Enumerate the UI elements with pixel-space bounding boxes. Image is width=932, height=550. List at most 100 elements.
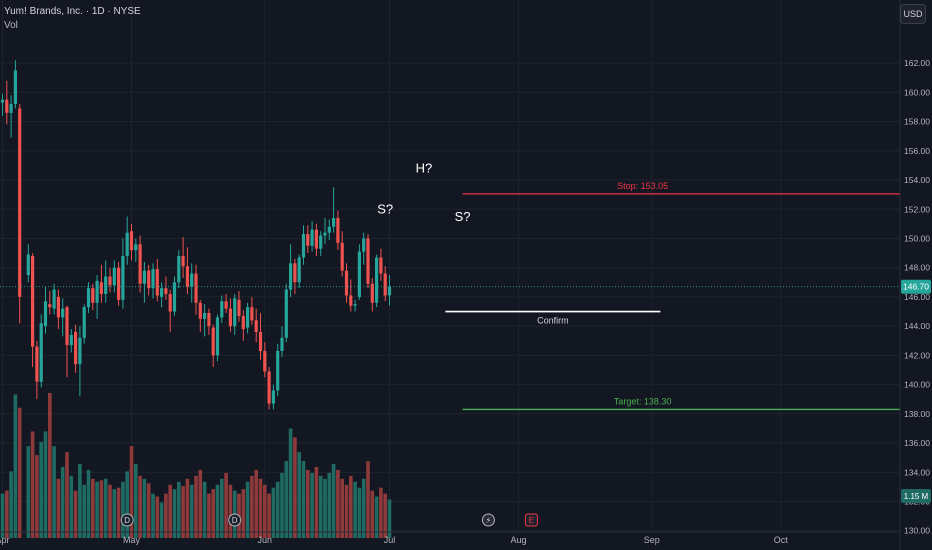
event-markers[interactable]: D D ⚡ E — [120, 513, 538, 527]
candle-body — [314, 229, 318, 249]
candle-body — [9, 104, 13, 113]
candle-body — [323, 232, 327, 236]
volume-bar — [99, 480, 104, 538]
volume-bar — [168, 484, 172, 538]
candle-body — [280, 337, 284, 351]
price-tick-label: 134.00 — [904, 467, 930, 477]
current-volume-badge — [901, 489, 931, 503]
lightning-event-glyph: ⚡ — [486, 516, 492, 525]
price-tick-label: 152.00 — [904, 204, 930, 214]
volume-bar — [267, 493, 271, 538]
candle-body — [336, 218, 340, 243]
volume-bar — [5, 490, 9, 538]
candle-body — [104, 276, 108, 294]
dividend-event-icon[interactable] — [120, 513, 134, 527]
dividend-event-icon[interactable] — [228, 513, 242, 527]
grid — [0, 0, 900, 532]
candle-body — [142, 270, 146, 284]
volume-bar — [383, 493, 387, 538]
volume-bar — [56, 478, 61, 538]
candle-body — [233, 298, 237, 327]
volume-bar — [151, 493, 155, 538]
volume-bar — [95, 481, 99, 538]
candle-body — [108, 276, 112, 286]
candle-body — [129, 231, 134, 251]
candle-body — [168, 293, 172, 312]
volume-bar — [280, 472, 284, 538]
candle-body — [82, 307, 86, 338]
time-tick-label: Oct — [774, 535, 789, 545]
volume-bar — [258, 478, 263, 538]
volume-bar — [138, 475, 142, 538]
volume-bar — [310, 472, 314, 538]
candle-body — [65, 307, 69, 346]
price-tick-label: 162.00 — [904, 58, 930, 68]
candle-body — [267, 371, 271, 404]
lightning-event-icon[interactable] — [481, 513, 495, 527]
candle-body — [258, 331, 263, 351]
volume-bar — [211, 489, 215, 538]
candle-body — [5, 99, 9, 113]
volume-bar — [263, 484, 267, 538]
time-axis[interactable]: Apr May Jun Jul Aug Sep Oct — [0, 531, 900, 545]
candle-body — [220, 301, 224, 318]
volume-bar — [142, 478, 147, 538]
candle-body — [61, 308, 65, 318]
volume-bar — [336, 469, 340, 538]
price-tick-label: 160.00 — [904, 87, 930, 97]
volume-bar — [254, 469, 258, 538]
volume-bar — [387, 499, 392, 538]
volume-bar — [78, 464, 82, 538]
volume-bar — [275, 481, 280, 538]
candle-body — [86, 288, 91, 308]
candle-body — [164, 288, 168, 294]
candle-body — [319, 235, 323, 249]
volume-bar — [30, 431, 35, 538]
currency-button[interactable]: USD — [900, 4, 926, 24]
volume-bar — [306, 469, 310, 538]
volume-bar — [189, 484, 194, 538]
volume-bar — [65, 452, 69, 538]
volume-bar — [314, 466, 319, 538]
candle-body — [263, 350, 267, 372]
volume-bar — [202, 481, 207, 538]
volume-bar — [379, 487, 383, 538]
candle-body — [362, 238, 366, 252]
volume-bar — [43, 431, 48, 538]
pattern-label: H? — [416, 161, 433, 176]
dividend-event-glyph: D — [232, 516, 238, 525]
volume-bar — [35, 455, 39, 538]
volume-bar — [366, 461, 370, 538]
candle-body — [284, 289, 288, 338]
volume-bar — [185, 478, 190, 538]
candle-body — [198, 302, 202, 319]
earnings-event-icon[interactable] — [524, 513, 538, 527]
volume-bar — [112, 489, 117, 538]
volume-bar — [220, 478, 224, 538]
volume-bar — [293, 437, 297, 538]
time-tick-label: Jun — [258, 535, 273, 545]
candle-body — [181, 256, 185, 267]
pattern-label: S? — [455, 209, 471, 224]
candle-body — [69, 334, 73, 346]
candle-body — [48, 304, 52, 308]
candle-body — [387, 286, 392, 296]
candle-body — [147, 270, 151, 289]
volume-bar — [241, 489, 246, 538]
volume-bar — [73, 490, 78, 538]
volume-bar — [228, 484, 233, 538]
candle-body — [250, 307, 254, 321]
volume-bar — [17, 407, 22, 538]
candle-body — [379, 257, 383, 274]
candle-body — [310, 229, 314, 246]
volume-bar — [82, 484, 86, 538]
candle-body — [211, 327, 215, 356]
volume-bar — [60, 466, 65, 538]
volume-bar — [288, 428, 293, 538]
price-tick-label: 140.00 — [904, 380, 930, 390]
candle-body — [112, 267, 116, 286]
candle-body — [353, 304, 357, 306]
candle-body — [349, 295, 353, 306]
